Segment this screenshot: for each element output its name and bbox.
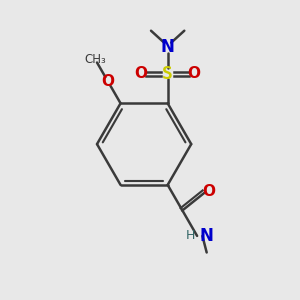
- Text: O: O: [135, 66, 148, 81]
- Text: N: N: [161, 38, 175, 56]
- Text: N: N: [200, 227, 213, 245]
- Text: O: O: [101, 74, 115, 89]
- Text: S: S: [162, 65, 173, 83]
- Text: O: O: [203, 184, 216, 199]
- Text: H: H: [185, 230, 195, 242]
- Text: CH₃: CH₃: [85, 53, 106, 67]
- Text: O: O: [188, 66, 201, 81]
